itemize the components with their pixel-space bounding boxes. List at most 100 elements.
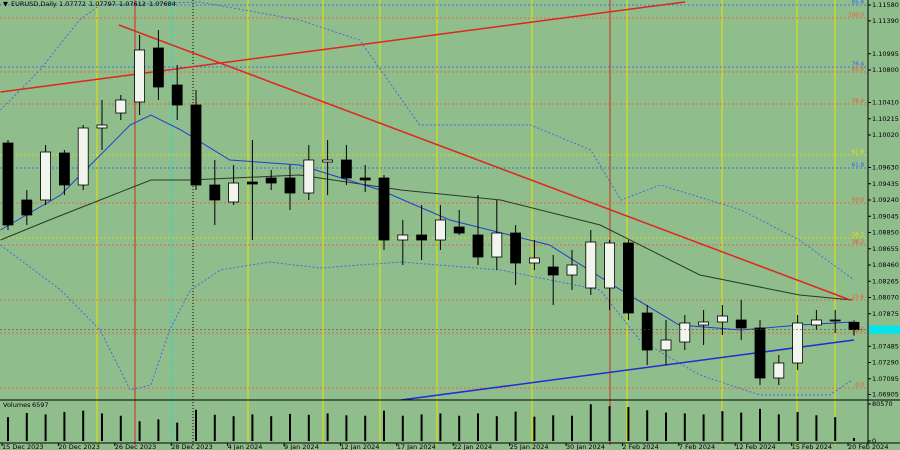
symbol: EURUSD,Daily [11, 0, 57, 8]
y-tick-label: 1.08460 [872, 261, 899, 269]
candle-body [40, 151, 51, 201]
fib-label: 76.4 [852, 62, 865, 68]
current-price-marker [869, 325, 900, 334]
candle-body [359, 177, 371, 181]
candle-body [848, 321, 860, 331]
candle-body [698, 321, 709, 326]
candle-body [604, 242, 615, 289]
candle-body [284, 177, 296, 194]
y-tick-label: 1.08265 [872, 277, 899, 285]
candle-body [472, 234, 484, 258]
candle-body [322, 159, 334, 163]
y-tick-label: 1.09435 [872, 180, 899, 188]
candle-body [397, 234, 409, 241]
candle-body [547, 266, 559, 276]
candle-body [754, 327, 766, 379]
low-value: 1.07612 [119, 0, 146, 8]
x-tick-label: 25 Jan 2024 [510, 443, 549, 450]
volume-current: 6597 [32, 401, 49, 409]
header: ▼ EURUSD,Daily 1.07772 1.07797 1.07612 1… [3, 0, 176, 8]
trendline [400, 339, 855, 400]
candle-body [21, 199, 33, 216]
y-tick-label: 1.09045 [872, 212, 899, 220]
candle-body [265, 177, 277, 184]
candle-body [773, 362, 785, 379]
y-tick-label: 1.10800 [872, 66, 899, 74]
candle-body [529, 257, 540, 264]
x-tick-label: 12 Feb 2024 [735, 443, 775, 450]
candle-body [717, 315, 728, 323]
fib-label: 76.4 [852, 99, 865, 105]
y-tick-label: 1.07290 [872, 359, 899, 367]
x-tick-label: 20 Feb 2024 [848, 443, 888, 450]
fib-label: 23.6 [852, 328, 865, 334]
candle-body [96, 124, 108, 129]
period-separators [96, 0, 836, 445]
y-tick-label: 1.08655 [872, 245, 899, 253]
y-tick-label: 1.11390 [872, 17, 899, 25]
fib-label: 50.0 [852, 198, 865, 204]
fib-label: 61.8 [852, 150, 865, 156]
y-tick-label: 1.09240 [872, 196, 899, 204]
open-value: 1.07772 [59, 0, 86, 8]
candle-body [2, 142, 14, 226]
x-tick-label: 9 Jan 2024 [284, 443, 319, 450]
trendline [0, 1, 685, 93]
y-tick-label: 1.10020 [872, 131, 899, 139]
x-tick-label: 7 Feb 2024 [679, 443, 715, 450]
x-tick-label: 15 Dec 2023 [2, 443, 44, 450]
candle-body [416, 234, 428, 241]
candle-body [566, 264, 578, 276]
fib-label: 85.4 [852, 67, 865, 73]
candle-body [77, 127, 89, 186]
y-tick-label: 1.06905 [872, 391, 899, 399]
candle-body [735, 319, 747, 329]
y-tick-label: 1.10215 [872, 115, 899, 123]
high-value: 1.07797 [89, 0, 116, 8]
candle-body [378, 177, 390, 241]
x-tick-label: 26 Dec 2023 [115, 443, 157, 450]
x-tick-label: 17 Jan 2024 [397, 443, 436, 450]
y-tick-label: 1.10995 [872, 50, 899, 58]
candle-body [209, 184, 221, 201]
candle-body [246, 181, 258, 185]
fib-label: 38.2 [852, 240, 864, 246]
fib-label: 85.4 [852, 0, 865, 6]
candle-body [303, 159, 315, 194]
candle-body [228, 182, 240, 203]
candle-body [491, 232, 503, 258]
candle-body [434, 219, 446, 241]
candle-body [585, 241, 597, 289]
candle-body [510, 232, 522, 264]
volume-title: Volumes [3, 401, 31, 409]
volume-tick-label: 0 [872, 437, 876, 445]
x-tick-label: 28 Dec 2023 [171, 443, 213, 450]
candle-body [340, 159, 352, 179]
y-tick-label: 1.08070 [872, 294, 899, 302]
fib-label: 0.0 [855, 383, 864, 389]
price-pane: 85.4100.076.485.476.461.861.850.038.238.… [0, 0, 868, 400]
volume-pane: 0 80570 [7, 400, 893, 445]
candle-body [623, 242, 634, 314]
candle-body [679, 322, 691, 343]
trendline [118, 24, 851, 301]
candle-body [829, 319, 841, 322]
indicator-line [0, 1, 855, 281]
candle-body [660, 339, 672, 351]
y-tick-label: 1.11580 [872, 1, 899, 9]
candle-body [115, 99, 127, 114]
candle-body [453, 226, 465, 234]
volume-tick-label: 80570 [872, 400, 893, 408]
x-tick-label: 30 Jan 2024 [566, 443, 605, 450]
fib-label: 100.0 [848, 13, 864, 19]
fib-label: 61.8 [852, 163, 865, 169]
x-tick-label: 2 Feb 2024 [622, 443, 658, 450]
candle-body [59, 152, 70, 186]
x-tick-label: 15 Feb 2024 [792, 443, 832, 450]
candle-body [171, 84, 183, 106]
close-value: 1.07684 [149, 0, 176, 8]
